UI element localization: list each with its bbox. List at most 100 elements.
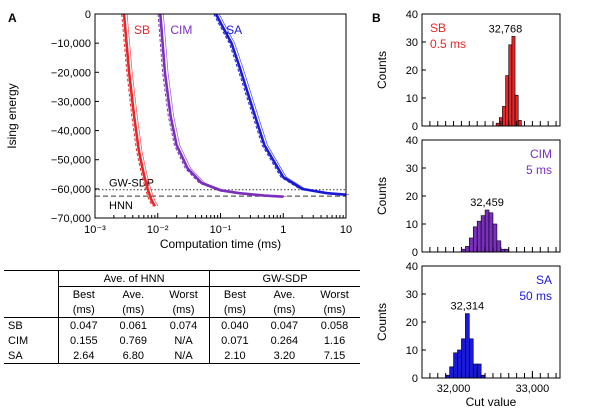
y-tick-label: −20,000 [51,67,91,79]
reference-line-label: GW-SDP [109,178,154,190]
timing-table: Ave. of HNN GW-SDP Best Ave. Worst Best … [4,270,360,364]
table-cell: N/A [157,348,211,364]
y-tick-label: −30,000 [51,96,91,108]
histogram-bar [476,220,482,253]
y-tick-label: −40,000 [51,126,91,138]
table-row: CIM 0.155 0.769 N/A 0.071 0.264 1.16 [4,333,360,348]
group-header-gwsdp: GW-SDP [209,270,360,287]
peak-label: 32,459 [470,197,504,209]
series-label-sb: SB [134,23,150,37]
y-tick-label: 40 [406,135,418,147]
table-corner [4,270,59,287]
y-axis-label: Ising energy [5,83,19,148]
y-tick-label: 30 [406,37,418,49]
histogram-bar [465,313,470,379]
y-tick-label: 40 [406,261,418,273]
y-tick-label: −50,000 [51,155,91,167]
histogram-bar [484,209,490,253]
table-cell: 0.074 [157,317,211,333]
table-cell: 0.264 [270,334,299,347]
y-tick-label: 0 [412,247,418,259]
y-tick-label: 0 [412,373,418,385]
row-label: CIM [4,333,59,348]
col-unit: (ms) [157,302,211,318]
col-header: Ave. [273,288,296,301]
histogram-bar [449,366,454,379]
table-cell: 0.769 [119,334,148,347]
panel-a-label: A [8,11,17,25]
reference-line-label: HNN [109,200,133,212]
table-cell: 0.047 [259,317,310,333]
cim-histogram: 0 10 20 30 40 Counts CIM 5 ms 32,459 [375,135,561,259]
histogram-bar [469,338,474,379]
series-line-sb-bound [126,13,159,207]
y-tick-label: 10 [406,93,418,105]
series-label-sa: SA [226,23,242,37]
histogram-bar [488,212,494,253]
x-axis-label: Cut value [466,395,517,408]
table-cell: 0.058 [309,317,360,333]
histogram-title: SB [430,21,446,35]
x-tick-label: 1 [280,224,286,236]
histogram-subtitle: 5 ms [526,163,552,177]
histogram-bar [461,338,466,379]
row-label: SA [4,348,59,364]
table-cell: 0.071 [221,334,249,347]
col-unit: (ms) [72,303,95,316]
table-cell: N/A [157,333,211,348]
histogram-bar [453,352,458,379]
series-line-sb [122,13,157,207]
histogram-bar [480,215,486,253]
table-cell: 0.040 [209,317,260,333]
histogram-bar [508,44,513,127]
histogram-bar [517,120,522,127]
y-tick-label: 20 [406,65,418,77]
series-line-sa [214,13,347,196]
table-row: SA 2.64 6.80 N/A 2.10 3.20 7.15 [4,348,360,364]
peak-label: 32,768 [489,23,523,35]
histogram-bar [469,237,474,253]
x-axis-label: Computation time (ms) [160,237,281,251]
y-tick-label: 30 [406,163,418,175]
table-cell: 3.20 [259,348,310,364]
histogram-bar [502,106,506,127]
series-line-sa-bound [218,13,350,196]
x-tick-label: 33,000 [516,383,550,395]
col-unit: (ms) [273,303,296,316]
histogram-bar [457,349,462,379]
x-tick-label: 32,000 [437,383,471,395]
table-cell: 2.64 [58,348,109,364]
y-tick-label: 40 [406,9,418,21]
y-tick-label: 0 [412,121,418,133]
y-axis-label: Counts [375,177,389,215]
col-header: Worst [157,286,211,302]
histogram-subtitle: 50 ms [519,289,552,303]
histogram-bar [472,226,478,253]
x-tick-label: 10⁻³ [84,224,106,236]
row-label: SB [4,317,59,333]
col-unit: (ms) [223,303,246,316]
histogram-bar [465,246,470,253]
y-tick-label: 20 [406,191,418,203]
energy-vs-time-chart: GW-SDP HNN SB CIM SA 0 −10,000 −20,000 −30,000 −4… [5,9,352,251]
table-cell: 0.061 [108,317,158,333]
y-axis-label: Counts [375,51,389,89]
peak-label: 32,314 [451,301,485,313]
series-label-cim: CIM [170,23,192,37]
x-tick-label: 10⁻¹ [210,224,232,236]
table-cell: 6.80 [108,348,158,364]
series-line-cim [159,13,284,198]
panel-b-label: B [372,11,381,25]
y-axis-label: Counts [375,303,389,341]
y-tick-label: −10,000 [51,38,91,50]
sa-histogram: 0 10 20 30 40 Counts SA 50 ms 32,314 32,000 33,000… [375,261,561,408]
y-tick-label: 30 [406,289,418,301]
x-tick-label: 10⁻² [147,224,169,236]
col-unit: (ms) [122,303,145,316]
histogram-subtitle: 0.5 ms [430,37,466,51]
histogram-bar [505,75,510,127]
col-header: Best [72,288,95,301]
histogram-bar [496,240,502,253]
table-cell: 2.10 [209,348,260,364]
